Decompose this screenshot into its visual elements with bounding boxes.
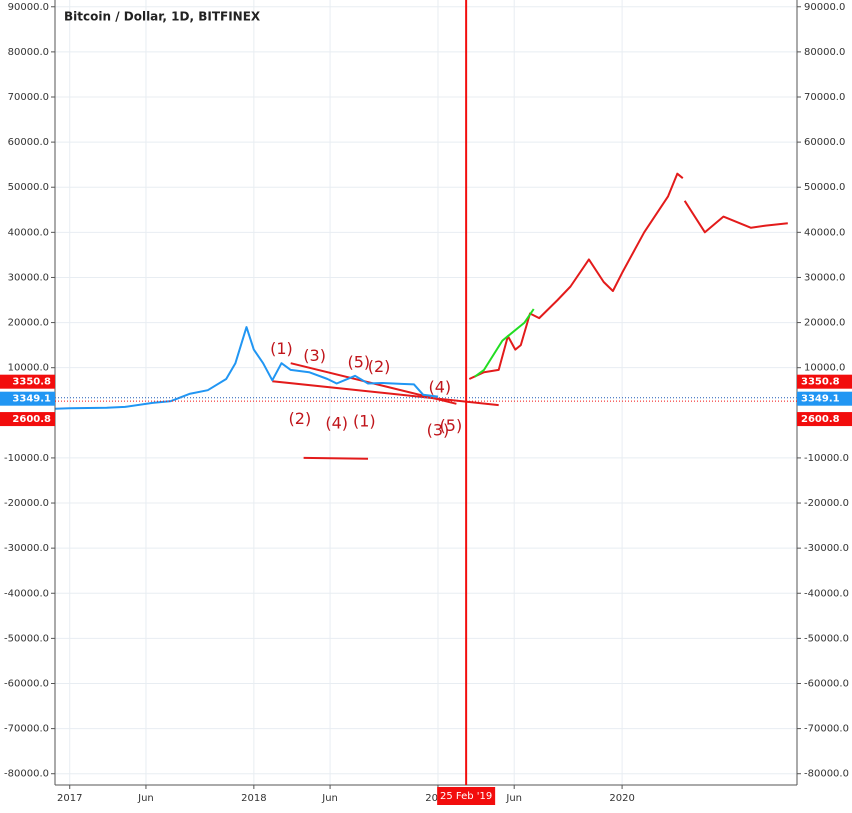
y-tick-label: -60000.0 [4,678,49,689]
y-tick-label: 30000.0 [8,272,49,283]
y-tick-label: -40000.0 [4,588,49,599]
x-tick-label: Jun [137,793,154,804]
price-label-box [797,374,852,389]
y-tick-label: 40000.0 [804,227,845,238]
y-tick-label: -50000.0 [804,633,849,644]
x-tick-label: 2020 [609,793,634,804]
price-label-box [0,391,55,406]
wave-label: (3) [303,346,326,365]
y-tick-label: 60000.0 [804,137,845,148]
y-tick-label: -70000.0 [804,724,849,735]
y-tick-label: 50000.0 [8,182,49,193]
wave-label: (5) [347,353,370,372]
price-line [54,326,439,410]
y-tick-label: -30000.0 [4,543,49,554]
chart-title: Bitcoin / Dollar, 1D, BITFINEX [64,10,261,24]
x-tick-label: 2017 [57,793,82,804]
price-label: 3349.1 [12,394,51,405]
y-tick-label: -10000.0 [804,453,849,464]
y-tick-label: -30000.0 [804,543,849,554]
y-tick-label: 20000.0 [8,318,49,329]
price-label: 3350.8 [801,377,840,388]
x-tick-label: Jun [505,793,522,804]
wave-label: (1) [270,339,293,358]
price-label-box [797,412,852,427]
wave-label: (4) [428,377,451,396]
y-tick-label: -70000.0 [4,724,49,735]
price-label: 3350.8 [12,377,51,388]
wave-label: (2) [368,357,391,376]
y-tick-label: 20000.0 [804,318,845,329]
x-tick-label: 2018 [241,793,266,804]
y-tick-label: 40000.0 [8,227,49,238]
y-tick-label: -60000.0 [804,678,849,689]
y-tick-label: 10000.0 [804,363,845,374]
crosshair-label: 25 Feb '19 [440,791,492,802]
y-tick-label: -40000.0 [804,588,849,599]
price-label: 2600.8 [801,414,840,425]
y-tick-label: -20000.0 [4,498,49,509]
y-tick-label: 50000.0 [804,182,845,193]
price-label: 2600.8 [12,414,51,425]
price-label: 3349.1 [801,394,840,405]
wave-label: (2) [289,409,312,428]
y-tick-label: 90000.0 [804,2,845,13]
price-label-box [0,412,55,427]
x-tick-label: Jun [321,793,338,804]
crosshair-label-box [437,787,496,805]
y-tick-label: -80000.0 [4,769,49,780]
wave-label: (4) [325,414,348,433]
price-label-box [0,374,55,389]
y-tick-label: 80000.0 [8,47,49,58]
y-tick-label: 30000.0 [804,272,845,283]
y-tick-label: 80000.0 [804,47,845,58]
y-tick-label: 70000.0 [804,92,845,103]
y-tick-label: -20000.0 [804,498,849,509]
price-label-box [797,391,852,406]
y-tick-label: -50000.0 [4,633,49,644]
wave-label: (3) [427,420,450,439]
y-tick-label: 90000.0 [8,2,49,13]
wave-label: (1) [353,411,376,430]
trendline [303,456,369,460]
wave-label: (5) [440,416,463,435]
y-tick-label: -10000.0 [4,453,49,464]
y-tick-label: 70000.0 [8,92,49,103]
y-tick-label: 60000.0 [8,137,49,148]
price-line [474,308,535,378]
y-tick-label: 10000.0 [8,363,49,374]
y-tick-label: -80000.0 [804,769,849,780]
price-line [468,172,788,380]
